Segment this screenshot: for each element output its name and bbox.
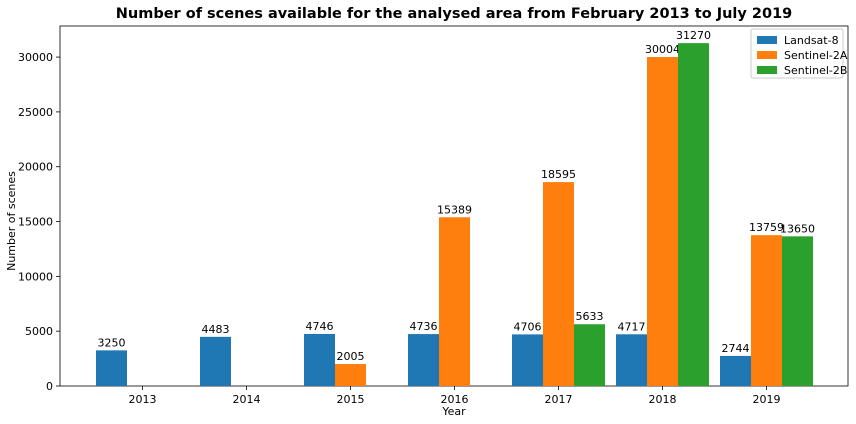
- y-tick-label: 20000: [18, 161, 53, 174]
- x-tick-label: 2014: [233, 393, 261, 406]
- x-tick-label: 2015: [337, 393, 365, 406]
- bar-sentinel-2a-2019: [751, 235, 782, 386]
- data-label-landsat-8-2016: 4736: [410, 320, 438, 333]
- data-label-landsat-8-2015: 4746: [306, 320, 334, 333]
- x-tick-label: 2013: [129, 393, 157, 406]
- legend-label-landsat-8: Landsat-8: [784, 34, 839, 47]
- legend-label-sentinel-2a: Sentinel-2A: [784, 49, 848, 62]
- data-label-sentinel-2a-2015: 2005: [337, 350, 365, 363]
- bar-landsat-8-2016: [408, 334, 439, 386]
- bar-landsat-8-2018: [616, 334, 647, 386]
- data-label-sentinel-2b-2018: 31270: [676, 29, 711, 42]
- bar-sentinel-2b-2019: [782, 236, 813, 386]
- x-tick-label: 2017: [545, 393, 573, 406]
- data-label-landsat-8-2017: 4706: [514, 320, 542, 333]
- plot-area: 0 5000 10000 15000 20000 25000 30000 2013 3250 20…: [18, 25, 849, 406]
- bar-landsat-8-2019: [720, 355, 751, 386]
- y-axis-label: Number of scenes: [5, 171, 18, 271]
- data-label-sentinel-2a-2016: 15389: [437, 203, 472, 216]
- legend-label-sentinel-2b: Sentinel-2B: [784, 64, 847, 77]
- data-label-sentinel-2b-2019: 13650: [780, 222, 815, 235]
- bar-sentinel-2b-2018: [678, 43, 709, 387]
- x-tick-label: 2016: [441, 393, 469, 406]
- data-label-sentinel-2a-2019: 13759: [749, 221, 784, 234]
- legend: Landsat-8 Sentinel-2A Sentinel-2B: [750, 28, 848, 79]
- legend-swatch-landsat-8: [757, 36, 777, 44]
- x-axis-label: Year: [441, 405, 466, 418]
- bar-sentinel-2b-2017: [574, 324, 605, 386]
- bar-landsat-8-2015: [304, 333, 335, 386]
- x-tick-label: 2019: [753, 393, 781, 406]
- data-label-landsat-8-2018: 4717: [618, 320, 646, 333]
- legend-swatch-sentinel-2a: [757, 51, 777, 59]
- bar-landsat-8-2013: [96, 350, 127, 386]
- data-label-sentinel-2a-2018: 30004: [645, 43, 680, 56]
- y-tick-label: 15000: [18, 216, 53, 229]
- bar-sentinel-2a-2017: [543, 182, 574, 386]
- bar-sentinel-2a-2015: [335, 364, 366, 386]
- data-label-landsat-8-2019: 2744: [722, 342, 750, 355]
- chart-title: Number of scenes available for the analy…: [116, 6, 793, 22]
- data-label-sentinel-2a-2017: 18595: [541, 168, 576, 181]
- y-tick-label: 30000: [18, 51, 53, 64]
- data-label-landsat-8-2013: 3250: [98, 336, 126, 349]
- legend-swatch-sentinel-2b: [757, 66, 777, 74]
- y-tick-label: 10000: [18, 270, 53, 283]
- data-label-landsat-8-2014: 4483: [202, 323, 230, 336]
- y-tick-label: 25000: [18, 106, 53, 119]
- bar-landsat-8-2014: [200, 336, 231, 386]
- bar-sentinel-2a-2016: [439, 217, 470, 386]
- bar-sentinel-2a-2018: [647, 57, 678, 387]
- y-tick-label: 5000: [25, 325, 53, 338]
- bar-landsat-8-2017: [512, 334, 543, 386]
- y-tick-label: 0: [46, 380, 53, 393]
- data-label-sentinel-2b-2017: 5633: [576, 310, 604, 323]
- x-tick-label: 2018: [649, 393, 677, 406]
